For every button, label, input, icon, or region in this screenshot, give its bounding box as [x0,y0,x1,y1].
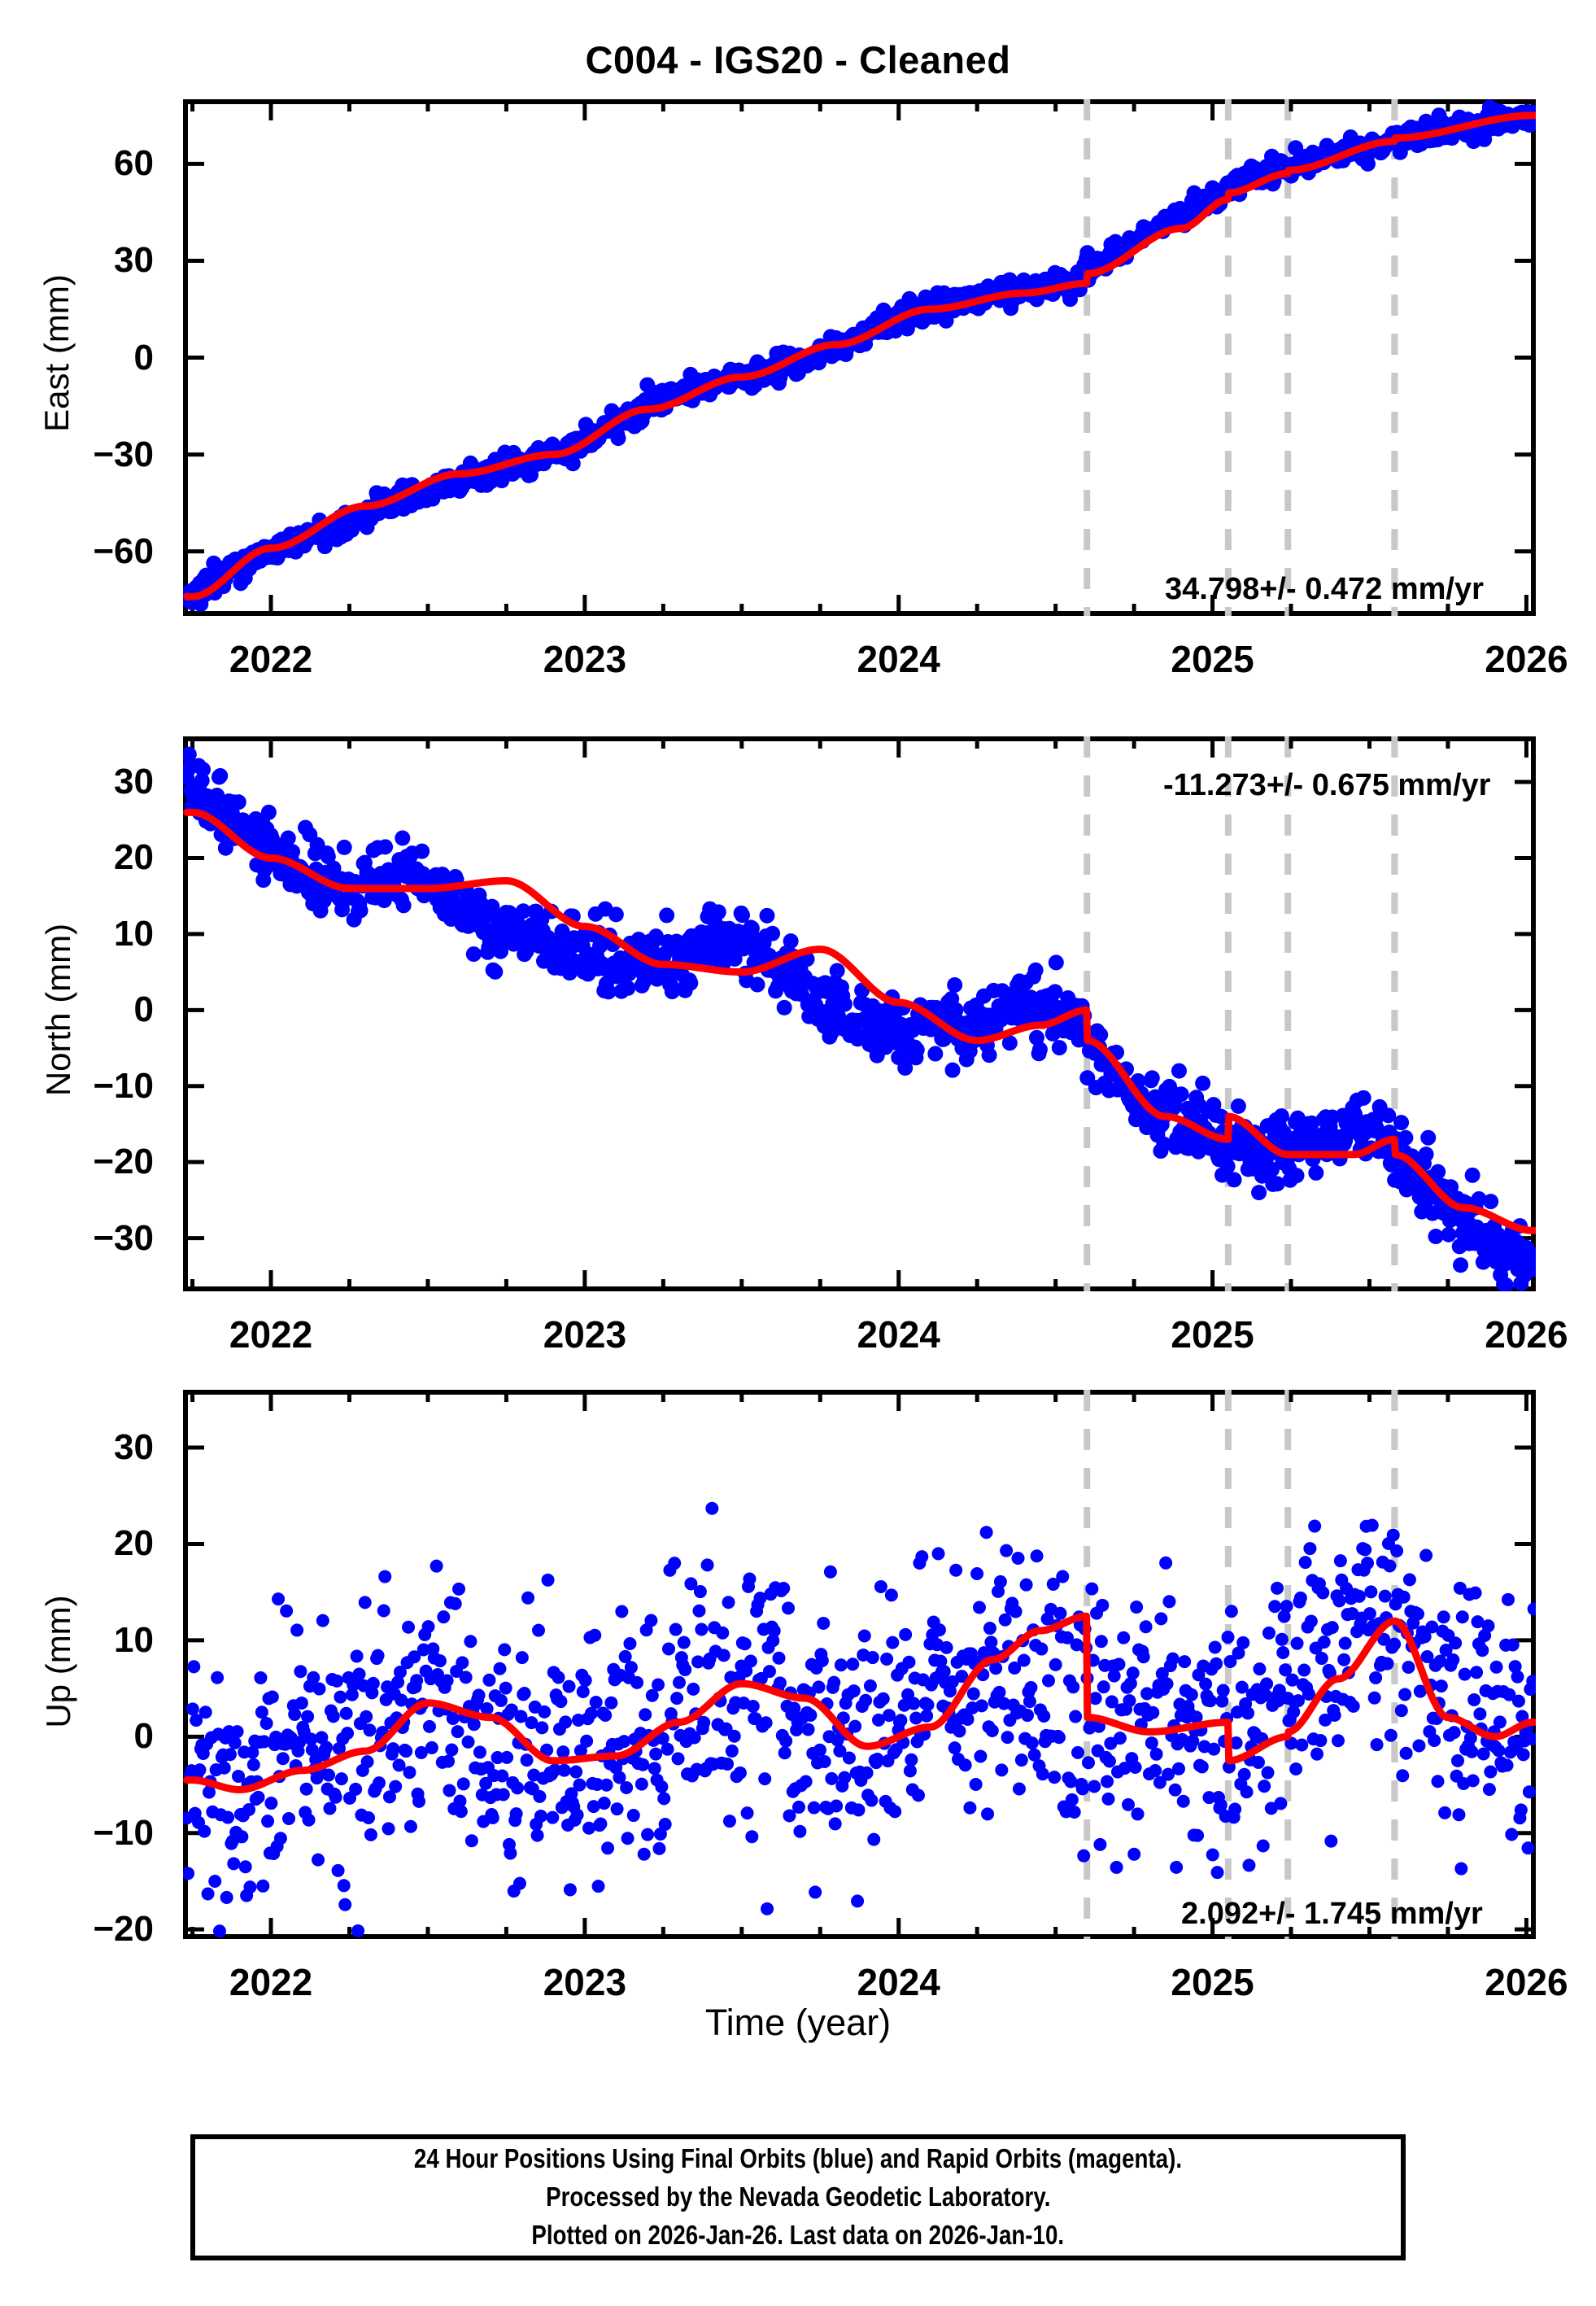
data-point-cloud [183,99,1536,612]
ytick-label: −60 [93,531,154,571]
xtick-label: 2026 [1485,1961,1568,2003]
data-point-cloud [183,746,1536,1291]
ytick-label: −10 [93,1065,154,1106]
ytick-label: −30 [93,434,154,474]
model-fit-line [187,812,1534,1230]
xtick-label: 2026 [1485,638,1568,680]
ytick-label: 0 [133,989,154,1030]
xtick-label: 2025 [1171,638,1254,680]
xtick-label: 2025 [1171,1313,1254,1356]
rate-label-north: -11.273+/- 0.675 mm/yr [1163,768,1491,802]
ytick-label: 30 [114,240,154,281]
ytick-label: −10 [93,1812,154,1853]
rate-label-up: 2.092+/- 1.745 mm/yr [1181,1897,1483,1931]
model-fit-line [187,116,1534,596]
xtick-label: 2022 [229,1313,313,1356]
ytick-label: 10 [114,1619,154,1660]
axis-ticks [183,99,1536,616]
model-fit-line [187,1616,1534,1789]
xtick-label: 2022 [229,638,313,680]
panel-up-plot-area [183,1390,1536,1939]
panel-east-frame [183,99,1536,616]
page-title: C004 - IGS20 - Cleaned [585,38,1011,81]
ytick-label: 30 [114,762,154,802]
xtick-label: 2026 [1485,1313,1568,1356]
axis-label-time: Time (year) [704,2002,892,2043]
xtick-label: 2024 [857,1313,940,1356]
ytick-label: 0 [133,1716,154,1757]
xtick-label: 2023 [543,1961,627,2003]
ytick-label: 20 [114,837,154,878]
panel-east-plot-area [183,99,1536,616]
ytick-label: −20 [93,1909,154,1950]
xtick-label: 2025 [1171,1961,1254,2003]
footer-line-3: Plotted on 2026-Jan-26. Last data on 202… [531,2219,1065,2250]
xtick-label: 2023 [543,638,627,680]
panel-up [183,1390,1536,1939]
ytick-label: 20 [114,1523,154,1564]
xtick-label: 2022 [229,1961,313,2003]
rate-label-east: 34.798+/- 0.472 mm/yr [1165,572,1484,606]
ytick-label: −30 [93,1217,154,1258]
panel-east [183,99,1536,616]
xtick-label: 2023 [543,1313,627,1356]
ytick-label: 60 [114,143,154,184]
ytick-label: −20 [93,1142,154,1182]
axis-ticks [183,1390,1536,1939]
ytick-label: 10 [114,913,154,954]
xtick-label: 2024 [857,1961,940,2003]
xtick-label: 2024 [857,638,940,680]
ytick-label: 0 [133,337,154,378]
footer-note-box: 24 Hour Positions Using Final Orbits (bl… [190,2134,1406,2260]
footer-line-2: Processed by the Nevada Geodetic Laborat… [545,2182,1051,2212]
ytick-label: 30 [114,1427,154,1468]
data-point-cloud [183,1501,1536,1938]
panel-north [183,736,1536,1291]
axis-ticks [183,736,1536,1291]
panel-north-plot-area [183,736,1536,1291]
footer-line-1: 24 Hour Positions Using Final Orbits (bl… [413,2143,1183,2174]
